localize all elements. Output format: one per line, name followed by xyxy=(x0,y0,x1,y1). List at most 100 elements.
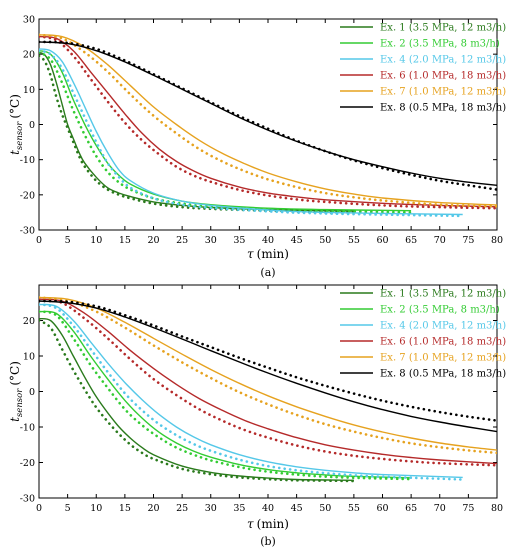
x-tick-label: 70 xyxy=(434,235,446,246)
series-dots-1 xyxy=(39,54,356,214)
x-tick-label: 75 xyxy=(462,235,474,246)
x-tick-label: 70 xyxy=(434,503,446,514)
legend: Ex. 1 (3.5 MPa, 12 m3/h) Ex. 2 (3.5 MPa, … xyxy=(340,23,506,114)
x-tick-label: 30 xyxy=(205,503,217,514)
y-tick-label: 20 xyxy=(23,316,35,327)
y-axis-label-symbol: t xyxy=(8,417,22,422)
x-tick-label: 10 xyxy=(90,503,102,514)
x-tick-label: 75 xyxy=(462,503,474,514)
y-tick-label: 10 xyxy=(23,352,35,363)
series-dots-3 xyxy=(39,49,464,218)
y-axis: -30 -20 -10 0 10 20 30 xyxy=(20,15,497,237)
x-tick-label: 45 xyxy=(291,235,303,246)
x-tick-label: 20 xyxy=(147,503,159,514)
x-tick-label: 35 xyxy=(233,503,245,514)
x-tick-label: 80 xyxy=(491,235,503,246)
legend-entry: Ex. 6 (1.0 MPa, 18 m3/h) xyxy=(380,71,506,82)
series-line-6 xyxy=(39,300,497,433)
series-line-4 xyxy=(39,298,497,465)
series-dots-5 xyxy=(39,296,497,455)
x-tick-label: 40 xyxy=(262,503,274,514)
y-tick-label: -20 xyxy=(20,190,35,201)
series-dots-2 xyxy=(39,51,413,214)
series-line-5 xyxy=(39,296,497,451)
y-axis-label-unit: (°C) xyxy=(8,94,22,119)
series-line-3 xyxy=(39,48,463,216)
series-group xyxy=(39,33,497,218)
x-tick-label: 55 xyxy=(348,235,360,246)
y-axis-label: tsensor (°C) xyxy=(8,94,25,155)
x-axis: 0 5 10 15 20 25 30 35 40 45 50 55 60 65 70 75 80 xyxy=(36,19,503,246)
panel-caption: (a) xyxy=(260,266,275,279)
legend-entry: Ex. 1 (3.5 MPa, 12 m3/h) xyxy=(380,23,506,34)
x-tick-label: 45 xyxy=(291,503,303,514)
x-tick-label: 15 xyxy=(119,235,131,246)
x-tick-label: 50 xyxy=(319,235,331,246)
y-tick-label: 20 xyxy=(23,50,35,61)
x-tick-label: 50 xyxy=(319,503,331,514)
legend-entry: Ex. 7 (1.0 MPa, 12 m3/h) xyxy=(380,87,506,98)
y-tick-label: 0 xyxy=(29,120,35,131)
series-dots-2 xyxy=(39,310,413,481)
y-tick-label: -30 xyxy=(20,226,35,237)
y-tick-label: -20 xyxy=(20,458,35,469)
x-axis-label: τ (min) xyxy=(247,517,289,531)
legend-entry: Ex. 2 (3.5 MPa, 8 m3/h) xyxy=(380,39,500,50)
series-dots-6 xyxy=(39,299,497,422)
legend-entry: Ex. 4 (2.0 MPa, 12 m3/h) xyxy=(380,321,506,332)
y-axis-label: tsensor (°C) xyxy=(8,361,25,422)
x-tick-label: 20 xyxy=(147,235,159,246)
x-axis-label-symbol: τ xyxy=(247,517,254,531)
x-axis-label-symbol: τ xyxy=(247,247,254,261)
y-axis-label-symbol: t xyxy=(8,150,22,155)
x-tick-label: 40 xyxy=(262,235,274,246)
x-tick-label: 60 xyxy=(376,503,388,514)
legend: Ex. 1 (3.5 MPa, 12 m3/h) Ex. 2 (3.5 MPa, … xyxy=(340,289,506,380)
y-tick-label: -10 xyxy=(20,423,35,434)
y-tick-label: -30 xyxy=(20,494,35,505)
series-dots-6 xyxy=(39,40,497,191)
y-tick-label: 0 xyxy=(29,387,35,398)
plot-frame xyxy=(38,18,498,231)
x-tick-label: 30 xyxy=(205,235,217,246)
y-tick-label: -10 xyxy=(20,155,35,166)
legend-entry: Ex. 8 (0.5 MPa, 18 m3/h) xyxy=(380,369,506,380)
x-axis-label-unit: (min) xyxy=(257,517,289,531)
series-dots-4 xyxy=(39,297,497,467)
panel-caption: (b) xyxy=(260,535,276,548)
x-tick-label: 25 xyxy=(176,503,188,514)
x-tick-label: 10 xyxy=(90,235,102,246)
series-line-2 xyxy=(39,50,412,212)
x-tick-label: 65 xyxy=(405,503,417,514)
series-line-1 xyxy=(39,51,354,212)
chart-panel-b: 0 5 10 15 20 25 30 35 40 45 50 55 60 65 70 75 80 -30 -20 -1… xyxy=(8,284,506,548)
series-group xyxy=(39,296,497,483)
x-tick-label: 5 xyxy=(65,503,71,514)
series-dots-1 xyxy=(39,319,356,483)
y-axis-label-subscript: sensor xyxy=(15,121,25,150)
x-axis-label-unit: (min) xyxy=(257,247,289,261)
y-axis-label-unit: (°C) xyxy=(8,361,22,386)
series-line-5 xyxy=(39,34,497,206)
x-tick-label: 60 xyxy=(376,235,388,246)
x-axis: 0 5 10 15 20 25 30 35 40 45 50 55 60 65 70 75 80 xyxy=(36,285,503,514)
series-dots-5 xyxy=(39,33,497,208)
x-tick-label: 25 xyxy=(176,235,188,246)
x-tick-label: 0 xyxy=(36,235,42,246)
series-line-4 xyxy=(39,35,497,208)
x-tick-label: 55 xyxy=(348,503,360,514)
x-tick-label: 80 xyxy=(491,503,503,514)
x-axis-label: τ (min) xyxy=(247,247,289,261)
series-line-2 xyxy=(39,310,412,479)
legend-entry: Ex. 6 (1.0 MPa, 18 m3/h) xyxy=(380,337,506,348)
y-tick-label: 30 xyxy=(23,15,35,26)
x-tick-label: 65 xyxy=(405,235,417,246)
series-line-3 xyxy=(39,303,463,479)
x-tick-label: 35 xyxy=(233,235,245,246)
legend-entry: Ex. 7 (1.0 MPa, 12 m3/h) xyxy=(380,353,506,364)
series-line-6 xyxy=(39,41,497,186)
legend-entry: Ex. 4 (2.0 MPa, 12 m3/h) xyxy=(380,55,506,66)
chart-panel-a: 0 5 10 15 20 25 30 35 40 45 50 55 60 65 70 75 80 -30 -20 -1… xyxy=(8,15,506,280)
series-line-1 xyxy=(39,317,354,481)
